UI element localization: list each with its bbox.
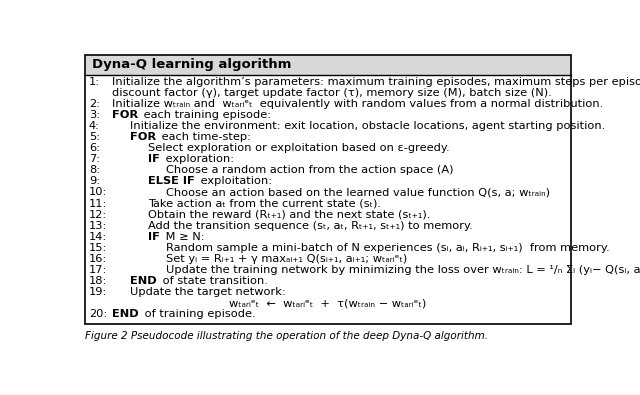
Text: 15:: 15: bbox=[89, 243, 108, 253]
Text: Random sample a mini-batch of N experiences (sᵢ, aᵢ, Rᵢ₊₁, sᵢ₊₁)  from memory.: Random sample a mini-batch of N experien… bbox=[166, 243, 609, 253]
Text: Add the transition sequence (sₜ, aₜ, Rₜ₊₁, sₜ₊₁) to memory.: Add the transition sequence (sₜ, aₜ, Rₜ₊… bbox=[148, 221, 473, 231]
Text: 2:: 2: bbox=[89, 99, 100, 109]
Text: FOR: FOR bbox=[112, 110, 138, 120]
Text: exploitation:: exploitation: bbox=[196, 177, 272, 186]
Text: M ≥ N:: M ≥ N: bbox=[162, 232, 204, 242]
Text: 5:: 5: bbox=[89, 132, 100, 142]
Text: Take action aₜ from the current state (sₜ).: Take action aₜ from the current state (s… bbox=[148, 199, 381, 209]
Text: 1:: 1: bbox=[89, 77, 100, 87]
Text: of training episode.: of training episode. bbox=[141, 309, 255, 320]
Text: 9:: 9: bbox=[89, 177, 100, 186]
Text: exploration:: exploration: bbox=[162, 154, 234, 164]
Text: 11:: 11: bbox=[89, 199, 108, 209]
Text: 18:: 18: bbox=[89, 276, 108, 286]
Text: 14:: 14: bbox=[89, 232, 107, 242]
Text: each training episode:: each training episode: bbox=[140, 110, 271, 120]
Text: Initialize the environment: exit location, obstacle locations, agent starting po: Initialize the environment: exit locatio… bbox=[130, 121, 605, 131]
Text: Figure 2 Pseudocode illustrating the operation of the deep Dyna-Q algorithm.: Figure 2 Pseudocode illustrating the ope… bbox=[85, 331, 488, 341]
Text: IF: IF bbox=[148, 232, 160, 242]
Text: 8:: 8: bbox=[89, 166, 100, 175]
Text: Set yᵢ = Rᵢ₊₁ + γ maxₐᵢ₊₁ Q(sᵢ₊₁, aᵢ₊₁; wₜₐᵣᵢᵉₜ): Set yᵢ = Rᵢ₊₁ + γ maxₐᵢ₊₁ Q(sᵢ₊₁, aᵢ₊₁; … bbox=[166, 254, 407, 264]
Text: 20:: 20: bbox=[89, 309, 107, 320]
Text: Choose an action based on the learned value function Q(s, a; wₜᵣₐᵢₙ): Choose an action based on the learned va… bbox=[166, 188, 550, 198]
Text: 6:: 6: bbox=[89, 143, 100, 153]
Text: END: END bbox=[112, 309, 139, 320]
Text: Initialize the algorithm’s parameters: maximum training episodes, maximum steps : Initialize the algorithm’s parameters: m… bbox=[112, 77, 640, 87]
Text: 19:: 19: bbox=[89, 287, 108, 297]
Text: Update the target network:: Update the target network: bbox=[130, 287, 286, 297]
Text: Select exploration or exploitation based on ε-greedy.: Select exploration or exploitation based… bbox=[148, 143, 449, 153]
Text: ELSE IF: ELSE IF bbox=[148, 177, 195, 186]
Text: 17:: 17: bbox=[89, 265, 108, 275]
Text: 12:: 12: bbox=[89, 210, 107, 220]
Text: 3:: 3: bbox=[89, 110, 100, 120]
Text: of state transition.: of state transition. bbox=[159, 276, 268, 286]
Text: END: END bbox=[130, 276, 157, 286]
Text: 7:: 7: bbox=[89, 154, 100, 164]
Text: IF: IF bbox=[148, 154, 160, 164]
Text: discount factor (γ), target update factor (τ), memory size (M), batch size (N).: discount factor (γ), target update facto… bbox=[112, 88, 552, 98]
Text: each time-step:: each time-step: bbox=[158, 132, 252, 142]
Text: FOR: FOR bbox=[130, 132, 156, 142]
Text: Choose a random action from the action space (A): Choose a random action from the action s… bbox=[166, 166, 453, 175]
Text: 13:: 13: bbox=[89, 221, 108, 231]
Text: 4:: 4: bbox=[89, 121, 100, 131]
Text: Initialize wₜᵣₐᵢₙ and  wₜₐᵣᵢᵉₜ  equivalently with random values from a normal di: Initialize wₜᵣₐᵢₙ and wₜₐᵣᵢᵉₜ equivalent… bbox=[112, 99, 604, 109]
Text: wₜₐᵣᵢᵉₜ  ←  wₜₐᵣᵢᵉₜ  +  τ(wₜᵣₐᵢₙ − wₜₐᵣᵢᵉₜ): wₜₐᵣᵢᵉₜ ← wₜₐᵣᵢᵉₜ + τ(wₜᵣₐᵢₙ − wₜₐᵣᵢᵉₜ) bbox=[229, 298, 427, 308]
Text: 10:: 10: bbox=[89, 188, 108, 198]
Text: Dyna-Q learning algorithm: Dyna-Q learning algorithm bbox=[92, 58, 292, 71]
Text: Obtain the reward (Rₜ₊₁) and the next state (sₜ₊₁).: Obtain the reward (Rₜ₊₁) and the next st… bbox=[148, 210, 430, 220]
FancyBboxPatch shape bbox=[85, 55, 571, 75]
Text: 16:: 16: bbox=[89, 254, 107, 264]
Text: Update the training network by minimizing the loss over wₜᵣₐᵢₙ: L = ¹/ₙ Σᵢ (yᵢ− : Update the training network by minimizin… bbox=[166, 265, 640, 275]
